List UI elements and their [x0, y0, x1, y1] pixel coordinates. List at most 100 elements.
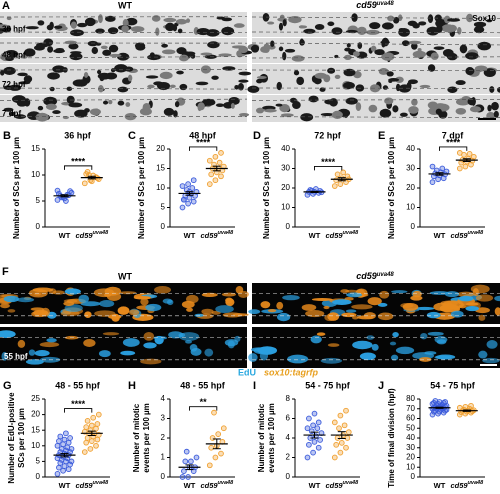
data-point — [56, 438, 62, 444]
cell — [465, 302, 479, 306]
data-point — [341, 422, 348, 429]
cell — [355, 102, 362, 112]
data-point — [470, 153, 477, 160]
cell — [289, 97, 298, 103]
data-point — [315, 444, 322, 451]
category-name: cd59 — [75, 231, 93, 240]
title-text: cd59 — [356, 0, 377, 10]
cell — [298, 25, 308, 29]
data-point — [456, 404, 463, 411]
y-tick-label: 40 — [406, 433, 415, 442]
cell — [327, 67, 336, 74]
cell — [17, 339, 26, 348]
cell — [108, 314, 122, 320]
cell — [1, 351, 8, 361]
data-point — [185, 181, 191, 187]
cell — [108, 99, 113, 105]
cell — [282, 295, 300, 301]
cell — [0, 330, 16, 338]
cell — [149, 52, 155, 58]
cell — [288, 16, 302, 24]
cell — [426, 26, 440, 36]
data-point — [60, 441, 66, 448]
cell — [284, 48, 296, 53]
cell — [0, 24, 10, 29]
cell — [159, 71, 173, 80]
data-point — [181, 468, 187, 475]
cell — [163, 17, 177, 23]
cell — [122, 338, 140, 347]
data-point — [84, 417, 91, 424]
cell — [401, 40, 410, 47]
cell — [381, 52, 395, 61]
cell — [434, 14, 442, 22]
nerve-outline — [0, 31, 248, 34]
significance-bracket — [314, 165, 343, 171]
cell — [114, 64, 128, 73]
cell — [260, 301, 271, 309]
cell — [442, 300, 464, 310]
cell — [70, 29, 84, 37]
cell — [238, 83, 244, 91]
cell — [46, 338, 57, 343]
chart: B 36 hpf Number of SCs per 100 µm 0 5 10 15 WT c… — [3, 130, 110, 240]
cell — [292, 101, 301, 110]
cell — [446, 52, 458, 61]
cell — [420, 332, 428, 340]
cell — [278, 22, 284, 31]
cell — [68, 43, 79, 50]
cell — [89, 108, 102, 116]
cell — [392, 331, 399, 338]
y-tick-label: 0 — [286, 472, 291, 481]
x-tick-label: WT — [59, 481, 71, 490]
data-point — [57, 433, 64, 440]
cell — [351, 304, 373, 310]
cell — [34, 350, 50, 357]
cell — [395, 83, 401, 92]
cell — [178, 54, 189, 62]
data-point — [314, 425, 321, 432]
data-point — [429, 163, 436, 170]
cell — [72, 79, 87, 87]
cell — [84, 311, 92, 318]
cell — [433, 46, 445, 50]
data-point — [331, 454, 338, 461]
cell — [237, 290, 249, 298]
cell — [125, 17, 138, 26]
cell — [381, 39, 386, 48]
significance-bracket — [64, 165, 93, 170]
panel-letter: H — [128, 380, 136, 392]
data-point — [456, 165, 463, 172]
data-point — [462, 403, 469, 410]
category-sup: uva48 — [343, 230, 360, 236]
x-tick-label: cd59uva48 — [325, 230, 359, 240]
cell — [78, 294, 90, 303]
cell — [267, 308, 277, 313]
data-point — [179, 204, 186, 211]
data-point — [81, 180, 88, 187]
category-name: WT — [59, 481, 71, 490]
cell — [366, 335, 375, 340]
cell — [49, 86, 55, 92]
data-point — [336, 425, 342, 432]
data-point — [439, 165, 446, 172]
cell — [234, 84, 239, 90]
cell — [185, 51, 196, 56]
cell — [323, 74, 331, 83]
nerve-outline — [0, 56, 248, 59]
cell — [222, 66, 236, 71]
cell — [357, 26, 367, 35]
legend-sox10: sox10:tagrfp — [264, 367, 319, 377]
cell — [491, 101, 499, 111]
cell — [436, 339, 447, 345]
y-tick-label: 30 — [281, 164, 290, 173]
data-point — [63, 430, 69, 437]
cell — [154, 286, 171, 294]
x-tick-label: WT — [309, 481, 321, 490]
y-tick-label: 0 — [36, 222, 41, 231]
cell — [127, 74, 133, 82]
y-tick-label: 0 — [411, 222, 416, 231]
cell — [46, 24, 54, 31]
cell — [201, 98, 216, 106]
